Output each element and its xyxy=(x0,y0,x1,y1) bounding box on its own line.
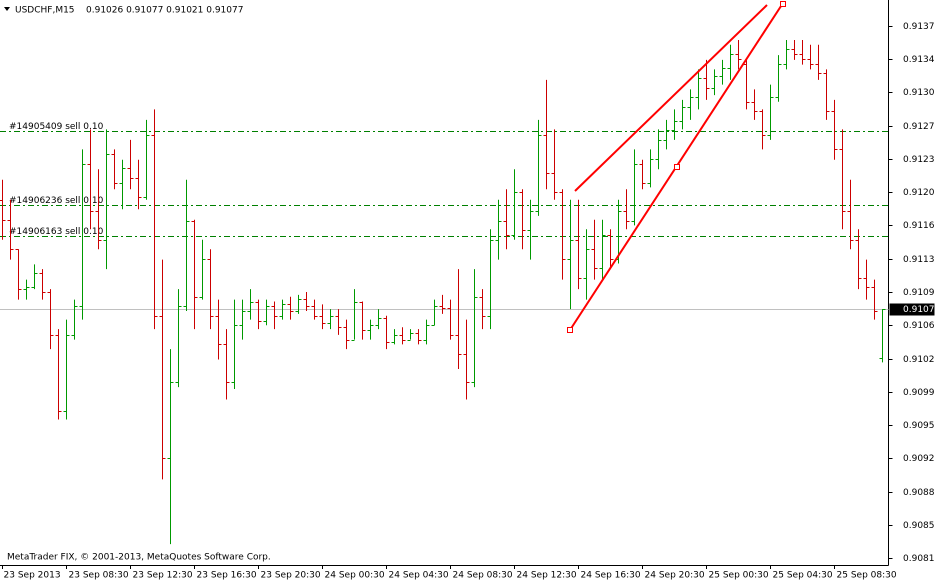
trendline-handle xyxy=(780,1,786,7)
x-tick-label: 25 Sep 00:30 xyxy=(709,571,769,581)
trendline-handle xyxy=(567,327,573,333)
current-price-tag xyxy=(889,303,935,316)
y-tick-label: 0.91305 xyxy=(903,88,935,98)
x-tick-label: 24 Sep 04:30 xyxy=(389,571,449,581)
trendline xyxy=(574,4,768,192)
y-tick-label: 0.90885 xyxy=(903,488,935,498)
x-tick-label: 24 Sep 00:30 xyxy=(325,571,385,581)
current-price-label: 0.91077 xyxy=(903,305,935,315)
x-tick-label: 24 Sep 20:30 xyxy=(645,571,705,581)
x-tick-label: 23 Sep 08:30 xyxy=(69,571,129,581)
footer: MetaTrader FIX, © 2001-2013, MetaQuotes … xyxy=(7,553,271,563)
ohlc-label: 0.91026 0.91077 0.91021 0.91077 xyxy=(86,6,243,16)
menu-arrow xyxy=(4,7,10,11)
x-tick-label: 25 Sep 08:30 xyxy=(837,571,897,581)
x-tick-label: 23 Sep 20:30 xyxy=(261,571,321,581)
x-tick-label: 23 Sep 16:30 xyxy=(197,571,257,581)
y-tick-label: 0.90815 xyxy=(903,554,935,564)
x-tick-label: 24 Sep 12:30 xyxy=(517,571,577,581)
y-tick-label: 0.91235 xyxy=(903,155,935,165)
order-label: #14905409 sell 0.10 xyxy=(9,122,104,132)
order-label: #14906163 sell 0.10 xyxy=(9,227,104,237)
y-tick-label: 0.91025 xyxy=(903,355,935,365)
y-tick-label: 0.90955 xyxy=(903,421,935,431)
x-tick-label: 23 Sep 12:30 xyxy=(133,571,193,581)
trendline-handle xyxy=(674,164,680,170)
y-tick-label: 0.91165 xyxy=(903,221,935,231)
x-tick-label: 24 Sep 16:30 xyxy=(581,571,641,581)
y-tick-label: 0.91375 xyxy=(903,22,935,32)
x-tick-label: 25 Sep 04:30 xyxy=(773,571,833,581)
y-tick-label: 0.91095 xyxy=(903,288,935,298)
order-label: #14906236 sell 0.10 xyxy=(9,196,104,206)
chart-title: USDCHF,M15 xyxy=(15,6,75,16)
trendlines xyxy=(567,1,786,333)
x-tick-label: 23 Sep 2013 xyxy=(4,571,61,581)
x-tick-label: 24 Sep 08:30 xyxy=(453,571,513,581)
